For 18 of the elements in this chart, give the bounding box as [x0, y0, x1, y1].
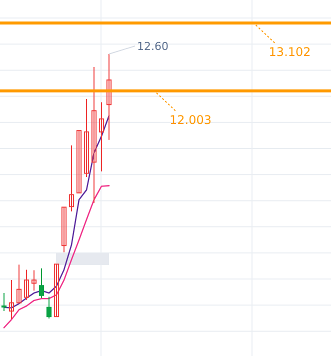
candlestick — [1, 292, 7, 312]
candlestick — [54, 264, 60, 318]
candlestick — [84, 98, 90, 178]
text: 12.60 — [137, 40, 168, 53]
candlestick — [106, 54, 112, 140]
candlestick — [38, 268, 44, 299]
candlestick — [76, 130, 82, 194]
candlestick — [68, 144, 74, 212]
candlestick — [8, 280, 14, 320]
candlestick — [24, 269, 30, 300]
candlestick — [98, 102, 104, 172]
candlestick — [91, 66, 97, 204]
candlestick — [31, 270, 37, 292]
candlestick — [61, 206, 67, 253]
candlestick — [46, 296, 52, 319]
text: 12.003 — [170, 112, 212, 127]
candlestick — [16, 264, 22, 304]
text: 13.102 — [268, 44, 311, 59]
